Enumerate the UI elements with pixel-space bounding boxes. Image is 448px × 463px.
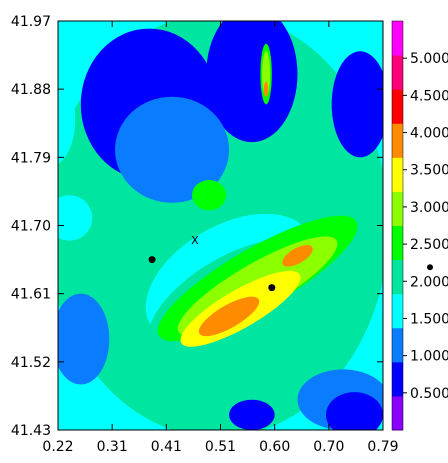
contour-region-level-5 — [191, 180, 227, 211]
colorbar-label: 0.500 — [410, 386, 448, 402]
contour-region-level-1 — [206, 21, 298, 143]
colorbar-swatch — [392, 361, 403, 397]
colorbar-swatch — [392, 327, 403, 363]
colorbar-label: 4.000 — [410, 126, 448, 142]
contour-region-level-1 — [325, 392, 383, 430]
y-tick-label: 41.97 — [11, 14, 51, 30]
y-tick-label: 41.43 — [11, 423, 51, 439]
colorbar-swatch — [392, 21, 403, 56]
y-tick-label: 41.61 — [11, 287, 51, 303]
colorbar-label: 1.500 — [410, 311, 448, 327]
colorbar: 0.500 1.000 1.500 2.000 2.500 3.000 3.500 4.000… — [391, 20, 448, 431]
contour-region-level-1 — [229, 399, 275, 430]
colorbar-swatch — [392, 259, 403, 295]
colorbar-frame — [391, 20, 404, 431]
contour-region-level-2 — [58, 293, 110, 385]
contour-region-level-1 — [331, 51, 383, 158]
colorbar-swatch — [392, 225, 403, 261]
colorbar-label: 5.000 — [410, 51, 448, 67]
colorbar-label: 2.000 — [410, 274, 448, 290]
contour-region-level-8 — [198, 296, 260, 337]
contour-region-level-3 — [58, 75, 76, 164]
colorbar-label: 1.000 — [410, 349, 448, 365]
colorbar-swatch — [392, 123, 403, 158]
y-tick-label: 41.88 — [11, 82, 51, 98]
contour-region-level-3 — [58, 195, 93, 241]
colorbar-swatch — [392, 395, 403, 431]
y-axis: 41.97 41.88 41.79 41.70 41.61 41.52 41.43 — [11, 14, 383, 439]
colorbar-swatch — [392, 55, 403, 90]
contour-region-level-6 — [262, 51, 271, 97]
x-axis: 0.22 0.31 0.41 0.51 0.60 0.70 0.79 — [42, 21, 399, 455]
x-tick-label: 0.60 — [259, 439, 290, 455]
y-tick-label: 41.70 — [11, 219, 51, 235]
x-tick-label: 0.79 — [367, 439, 398, 455]
colorbar-label: 3.000 — [410, 200, 448, 216]
colorbar-swatch — [392, 89, 403, 124]
colorbar-label: 4.500 — [410, 88, 448, 104]
contour-region-level-8 — [282, 245, 313, 267]
x-tick-label: 0.51 — [205, 439, 236, 455]
colorbar-label: 3.500 — [410, 163, 448, 179]
colorbar-swatch — [392, 157, 403, 192]
x-tick-label: 0.41 — [151, 439, 182, 455]
station-marker — [148, 256, 156, 264]
colorbar-swatch — [392, 191, 403, 226]
x-tick-label: 0.22 — [42, 439, 73, 455]
marker-layer: X — [148, 234, 276, 292]
y-tick-label: 41.52 — [11, 355, 51, 371]
y-tick-label: 41.79 — [11, 150, 51, 166]
contour-region-level-2 — [115, 96, 230, 203]
station-marker — [268, 284, 276, 292]
contour-region-level-8 — [263, 81, 269, 97]
x-marker: X — [191, 234, 199, 247]
x-tick-label: 0.70 — [313, 439, 344, 455]
colorbar-label: 2.500 — [410, 237, 448, 253]
x-tick-label: 0.31 — [97, 439, 128, 455]
colorbar-dot-marker — [427, 264, 433, 271]
colorbar-swatch — [392, 293, 403, 329]
plot-area — [58, 21, 383, 430]
